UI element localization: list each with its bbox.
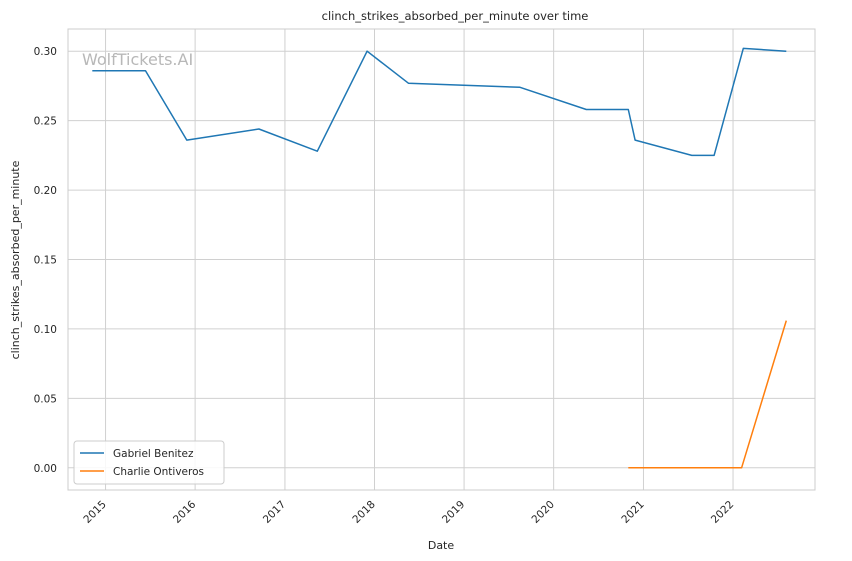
legend-box bbox=[73, 440, 225, 485]
x-tick-label: 2021 bbox=[619, 498, 646, 525]
x-axis-label: Date bbox=[428, 539, 455, 552]
y-tick-label: 0.20 bbox=[34, 185, 57, 197]
plot-area-frame bbox=[67, 28, 816, 491]
x-tick-label: 2016 bbox=[171, 498, 199, 526]
y-tick-labels: 0.00 0.05 0.10 0.15 0.20 0.25 0.30 bbox=[34, 46, 57, 475]
y-tick-label: 0.00 bbox=[34, 463, 57, 475]
series-layer bbox=[92, 47, 788, 469]
series-line-gabriel-benitez bbox=[92, 47, 787, 157]
legend-label-gabriel-benitez: Gabriel Benitez bbox=[113, 448, 194, 460]
y-tick-label: 0.15 bbox=[34, 255, 57, 267]
series-line-charlie-ontiveros bbox=[628, 320, 788, 469]
x-tick-label: 2015 bbox=[81, 498, 108, 525]
y-gridlines bbox=[68, 50, 815, 469]
x-tick-label: 2019 bbox=[440, 498, 467, 525]
y-tick-label: 0.30 bbox=[34, 46, 57, 58]
y-tick-label: 0.10 bbox=[34, 324, 57, 336]
y-axis-label: clinch_strikes_absorbed_per_minute bbox=[9, 160, 22, 359]
watermark-text: WolfTickets.AI bbox=[82, 50, 193, 69]
x-tick-label: 2017 bbox=[261, 498, 288, 525]
y-tick-label: 0.25 bbox=[34, 116, 57, 128]
x-tick-label: 2022 bbox=[709, 498, 736, 525]
y-tick-label: 0.05 bbox=[34, 393, 57, 405]
legend: Gabriel Benitez Charlie Ontiveros bbox=[73, 440, 225, 485]
x-tick-label: 2018 bbox=[350, 498, 377, 525]
chart-title: clinch_strikes_absorbed_per_minute over … bbox=[322, 9, 589, 23]
x-tick-label: 2020 bbox=[530, 498, 557, 525]
x-tick-labels: 2015 2016 2017 2018 2019 2020 2021 2022 bbox=[81, 498, 736, 526]
legend-label-charlie-ontiveros: Charlie Ontiveros bbox=[113, 466, 204, 478]
